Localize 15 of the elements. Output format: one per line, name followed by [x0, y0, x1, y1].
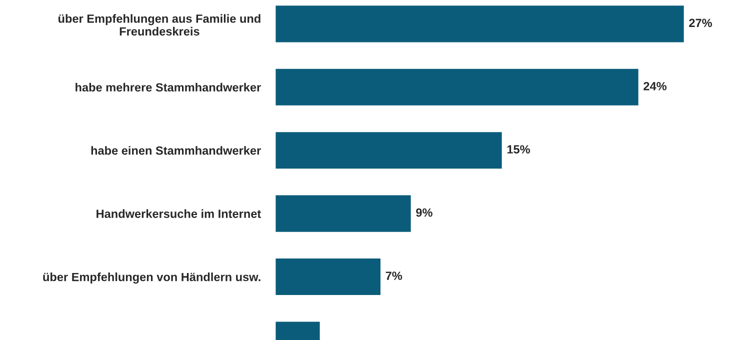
- y-tick-label: habe einen Stammhandwerker: [91, 146, 261, 155]
- data-label: 9%: [416, 208, 432, 217]
- y-tick-label: über Empfehlungen aus Familie und Freundeskreis: [58, 14, 260, 36]
- y-tick-label: über Empfehlungen von Händlern usw.: [43, 272, 260, 284]
- data-label: 24%: [644, 82, 667, 90]
- bar: [275, 257, 382, 296]
- bar: [275, 4, 686, 44]
- data-label: 15%: [507, 145, 530, 154]
- data-label: 27%: [689, 18, 712, 28]
- y-tick-label: Handwerkersuche im Internet: [96, 209, 261, 218]
- data-label: 7%: [386, 272, 402, 280]
- bar: [275, 130, 504, 170]
- bar: [275, 194, 412, 234]
- bar: [275, 67, 640, 107]
- y-tick-label: habe mehrere Stammhandwerker: [76, 82, 261, 92]
